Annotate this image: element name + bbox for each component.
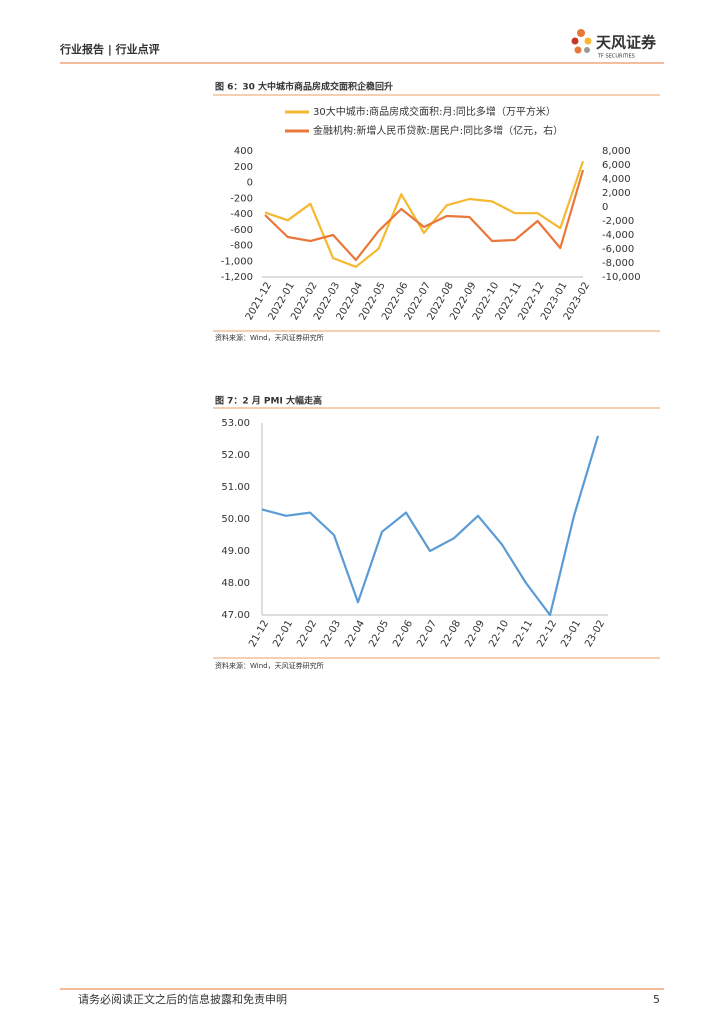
logo-icon bbox=[571, 29, 592, 54]
x-tick-label: 22-08 bbox=[439, 619, 463, 650]
y-tick-label: 52.00 bbox=[221, 450, 250, 461]
source-note: 资料来源：Wind，天风证券研究所 bbox=[215, 661, 324, 670]
series-line bbox=[264, 160, 585, 268]
y-tick-label: -400 bbox=[230, 209, 253, 220]
y-tick-label: 400 bbox=[234, 146, 253, 157]
footer-disclaimer: 请务必阅读正文之后的信息披露和免责申明 bbox=[78, 992, 287, 1006]
logo-subtext: TF SECURITIES bbox=[597, 54, 635, 60]
y2-tick-label: -6,000 bbox=[602, 244, 634, 255]
y-tick-label: -1,200 bbox=[221, 272, 253, 283]
y-tick-label: 49.00 bbox=[221, 546, 250, 557]
legend-label: 30大中城市:商品房成交面积:月:同比多增（万平方米） bbox=[313, 105, 556, 118]
figure-caption: 图 7：2 月 PMI 大幅走高 bbox=[215, 395, 322, 407]
x-tick-label: 22-12 bbox=[535, 619, 559, 650]
y-tick-label: 47.00 bbox=[221, 610, 250, 621]
x-tick-label: 22-07 bbox=[415, 619, 439, 650]
y2-tick-label: 8,000 bbox=[602, 146, 631, 157]
x-tick-label: 22-10 bbox=[487, 619, 511, 650]
y-tick-label: 48.00 bbox=[221, 578, 250, 589]
y-tick-label: 51.00 bbox=[221, 482, 250, 493]
x-tick-label: 21-12 bbox=[247, 619, 271, 650]
y2-tick-label: 0 bbox=[602, 202, 608, 213]
y2-tick-label: -10,000 bbox=[602, 272, 641, 283]
figure-caption: 图 6：30 大中城市商品房成交面积企稳回升 bbox=[215, 81, 393, 93]
x-tick-label: 22-05 bbox=[367, 619, 391, 650]
y-tick-label: 0 bbox=[247, 178, 253, 189]
y2-tick-label: 2,000 bbox=[602, 188, 631, 199]
y-tick-label: -200 bbox=[230, 193, 253, 204]
x-tick-label: 22-03 bbox=[319, 619, 343, 650]
x-tick-label: 22-09 bbox=[463, 619, 487, 650]
y2-tick-label: 6,000 bbox=[602, 160, 631, 171]
series-line bbox=[264, 169, 585, 262]
y-tick-label: -1,000 bbox=[221, 256, 253, 267]
x-tick-label: 23-01 bbox=[559, 619, 583, 650]
y-tick-label: -800 bbox=[230, 241, 253, 252]
legend-label: 金融机构:新增人民币贷款:居民户:同比多增（亿元，右） bbox=[313, 124, 563, 137]
x-tick-label: 22-11 bbox=[511, 619, 535, 650]
y2-tick-label: 4,000 bbox=[602, 174, 631, 185]
y2-tick-label: -4,000 bbox=[602, 230, 634, 241]
y-tick-label: 200 bbox=[234, 162, 253, 173]
x-tick-label: 22-02 bbox=[295, 619, 319, 650]
y2-tick-label: -2,000 bbox=[602, 216, 634, 227]
header-left: 行业报告 | 行业点评 bbox=[59, 42, 160, 56]
page-number: 5 bbox=[653, 993, 660, 1006]
x-tick-label: 22-06 bbox=[391, 619, 415, 650]
logo-text: 天风证券 bbox=[596, 34, 657, 52]
series-line bbox=[261, 435, 600, 617]
source-note: 资料来源：Wind，天风证券研究所 bbox=[215, 333, 324, 342]
x-tick-label: 22-04 bbox=[343, 619, 367, 650]
y-tick-label: 53.00 bbox=[221, 418, 250, 429]
x-tick-label: 22-01 bbox=[271, 619, 295, 650]
x-tick-label: 23-02 bbox=[583, 619, 607, 650]
y-tick-label: 50.00 bbox=[221, 514, 250, 525]
y2-tick-label: -8,000 bbox=[602, 258, 634, 269]
y-tick-label: -600 bbox=[230, 225, 253, 236]
